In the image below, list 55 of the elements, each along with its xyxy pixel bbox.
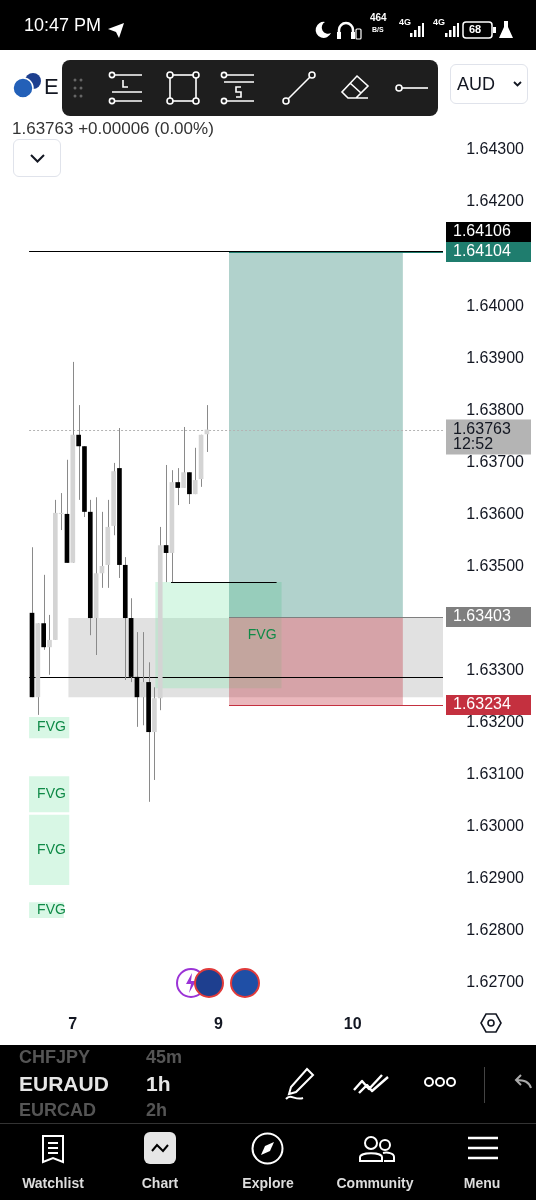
y-tick-label: 1.63900 [466,348,525,366]
band-label: FVG [37,718,66,735]
chart-title: E [44,74,59,99]
y-tick-label: 1.63800 [466,400,525,418]
x-tick-label: 10 [343,1015,362,1033]
text: 2h [146,1100,168,1120]
band-label: FVG [37,785,66,802]
y-tick-label: 1.64000 [466,296,525,314]
band-label: FVG [37,840,66,857]
x-tick-label: 9 [214,1015,224,1033]
text: 464 [370,12,387,23]
y-tick-label: 1.64300 [466,140,525,158]
y-tick-label: 1.62800 [466,921,525,939]
y-tick-label: 1.63200 [466,713,525,731]
ref-line-label: 1.63234 [453,695,511,713]
y-tick-label: 1.63700 [466,452,525,470]
ref-line-label: 1.63763 12:52 [453,419,511,452]
text: 4G [433,17,446,27]
text: 45m [146,1047,183,1067]
text: 10:47 PM [24,15,102,35]
text: EURCAD [19,1100,97,1120]
ref-line-label: 1.64104 [453,242,511,260]
y-tick-label: 1.63000 [466,817,525,835]
y-tick-label: 1.62700 [466,973,525,991]
text: 1h [146,1072,171,1095]
band-label: FVG [247,626,277,643]
candlestick [41,574,46,651]
y-tick-label: 1.63100 [466,765,525,783]
band-label: FVG [37,900,66,917]
candlestick [140,631,146,726]
candlestick [76,404,81,501]
text: 68 [469,23,482,35]
text: EURAUD [19,1072,109,1095]
candlestick [192,447,198,495]
text: Chart [141,1175,179,1191]
chart-subtitle: 1.63763 +0.00006 (0.00%) [12,119,214,138]
text: Community [336,1175,414,1191]
text: Explore [242,1175,294,1191]
ref-line-label: 1.64106 [453,222,511,240]
candlestick [175,467,181,506]
y-tick-label: 1.64200 [466,192,525,210]
y-tick-label: 1.63500 [466,556,525,574]
candlestick [47,614,52,676]
text: CHFJPY [19,1047,91,1067]
text: Watchlist [22,1175,84,1191]
y-tick-label: 1.63300 [466,661,525,679]
text: 4G [399,17,412,27]
y-tick-label: 1.63600 [466,504,525,522]
text: Menu [463,1175,501,1191]
candlestick [181,426,186,489]
y-tick-label: 1.62900 [466,869,525,887]
candlestick [187,471,192,505]
ref-line-label: 1.63403 [453,607,511,625]
text: AUD [457,74,496,94]
x-tick-label: 7 [68,1015,78,1033]
